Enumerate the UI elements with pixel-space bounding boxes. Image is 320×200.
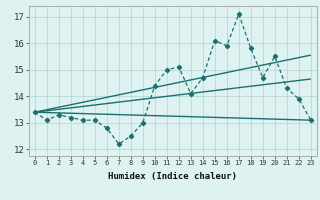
X-axis label: Humidex (Indice chaleur): Humidex (Indice chaleur)	[108, 172, 237, 181]
